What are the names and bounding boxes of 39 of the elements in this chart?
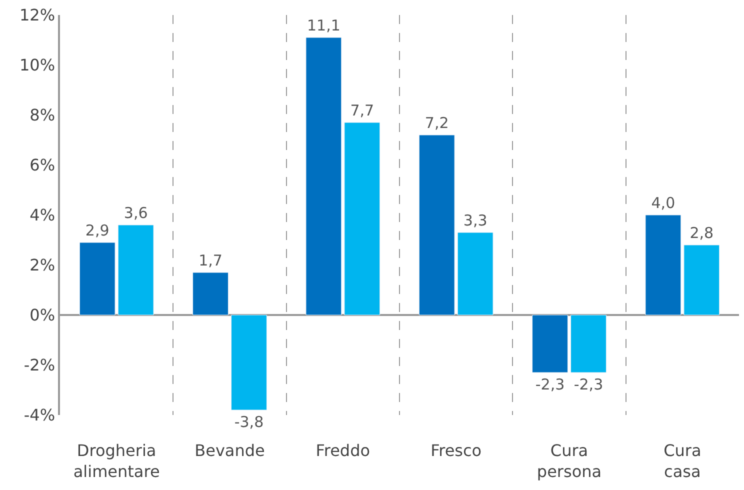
x-tick-label: Drogheria alimentare xyxy=(73,441,160,481)
y-tick-label: 4% xyxy=(30,206,56,225)
bar xyxy=(79,242,116,316)
x-tick-label: Bevande xyxy=(194,441,265,460)
bar xyxy=(645,214,682,316)
y-tick-label: 2% xyxy=(30,256,56,275)
data-label: 11,1 xyxy=(306,16,340,34)
y-tick-label: 8% xyxy=(30,106,56,125)
data-label: 1,7 xyxy=(198,252,222,270)
bar xyxy=(118,224,154,316)
bar xyxy=(570,314,606,373)
data-label: -2,3 xyxy=(574,376,604,394)
bar xyxy=(231,314,267,410)
bar xyxy=(418,134,455,316)
bar xyxy=(306,37,342,316)
data-label: 3,6 xyxy=(124,204,148,222)
x-tick-label: Cura casa xyxy=(664,441,702,481)
bar xyxy=(684,244,720,316)
data-label: 7,2 xyxy=(424,114,449,132)
data-label: 3,3 xyxy=(463,212,488,230)
y-tick-label: -2% xyxy=(24,356,56,375)
x-tick-label: Freddo xyxy=(316,441,370,460)
bar xyxy=(532,314,568,373)
data-label: -3,8 xyxy=(234,413,264,431)
data-label: 7,7 xyxy=(350,102,374,120)
data-label: 2,9 xyxy=(85,222,110,240)
data-label: 2,8 xyxy=(690,224,714,242)
y-tick-label: 6% xyxy=(30,156,56,175)
x-tick-label: Fresco xyxy=(430,441,482,460)
bar xyxy=(344,122,380,316)
y-tick-label: 10% xyxy=(19,56,56,75)
bar xyxy=(457,232,494,316)
data-label: -2,3 xyxy=(535,376,565,394)
y-tick-label: 12% xyxy=(19,6,56,25)
y-tick-label: -4% xyxy=(24,406,56,425)
x-tick-label: Cura persona xyxy=(536,441,602,481)
bar xyxy=(192,272,228,316)
data-label: 4,0 xyxy=(651,194,676,212)
y-tick-label: 0% xyxy=(30,306,56,325)
